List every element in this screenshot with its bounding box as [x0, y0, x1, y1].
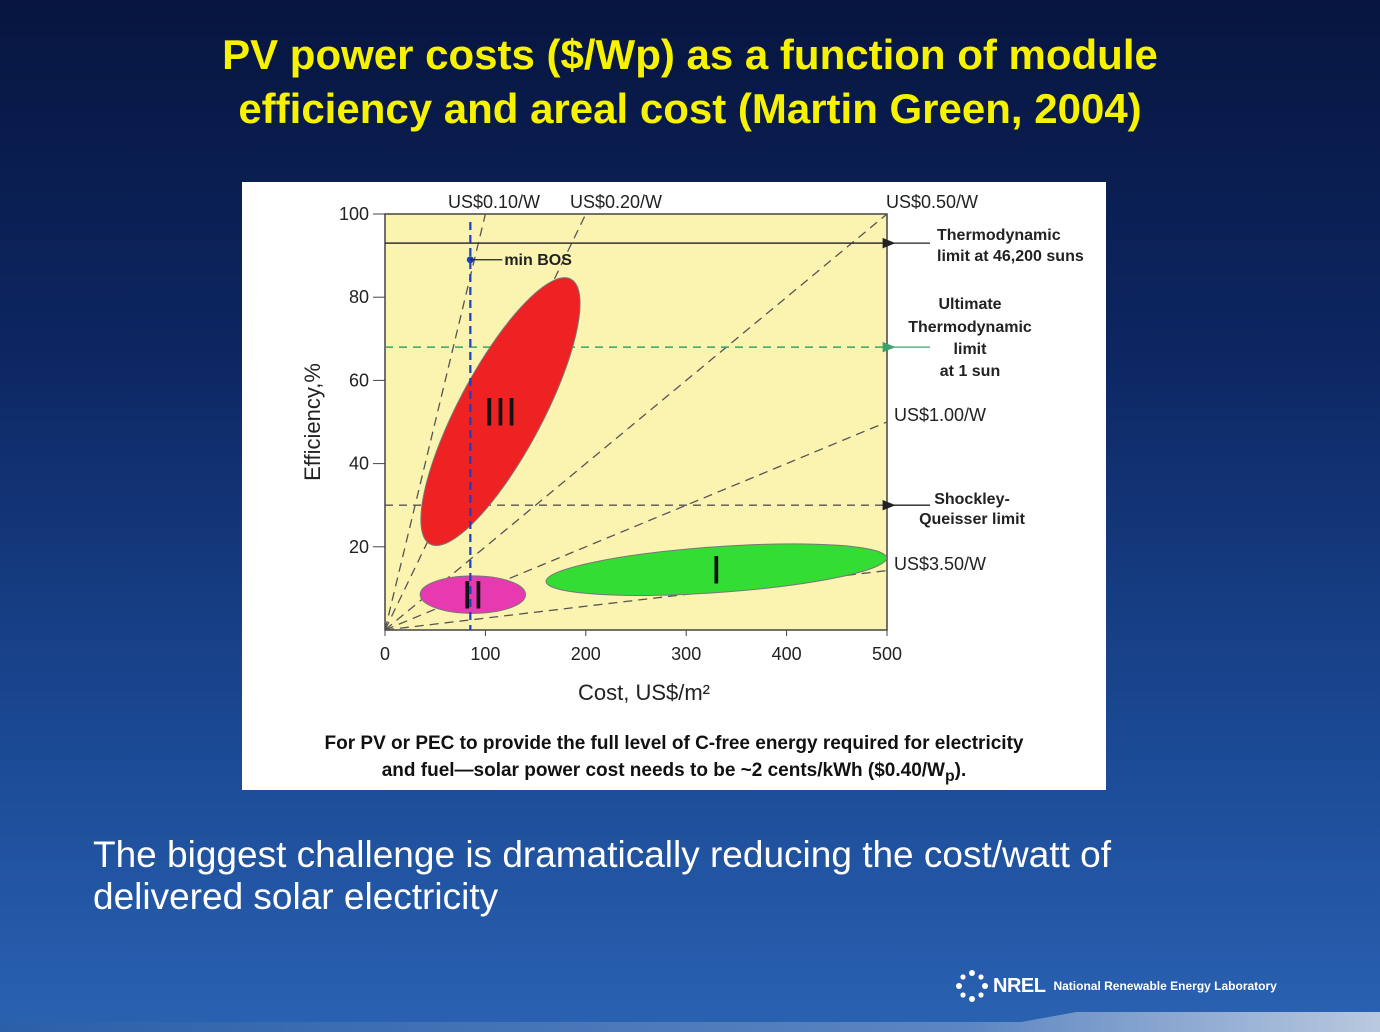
y-axis-label: Efficiency,%: [300, 363, 325, 481]
caption-line-2: and fuel—solar power cost needs to be ~2…: [242, 757, 1106, 790]
figure-caption: For PV or PEC to provide the full level …: [242, 730, 1106, 790]
limit-label-2: limit: [954, 341, 988, 358]
cost-line-050: [385, 214, 887, 630]
cost-line-label: US$0.50/W: [886, 192, 978, 212]
title-line-2: efficiency and areal cost (Martin Green,…: [238, 85, 1142, 132]
cost-line-label: US$0.20/W: [570, 192, 662, 212]
figure-panel: I II III min BOS 0 100 200 300 400 500 20 40 60 80 1…: [242, 182, 1106, 790]
cost-line-label: US$3.50/W: [894, 554, 986, 574]
limit-label-2: at 1 sun: [940, 363, 1000, 380]
x-tick-label: 300: [671, 644, 701, 664]
x-tick-label: 200: [571, 644, 601, 664]
body-line-1: The biggest challenge is dramatically re…: [93, 834, 1112, 875]
y-tick-label: 40: [349, 454, 369, 474]
x-axis-label: Cost, US$/m²: [578, 680, 710, 705]
region-iii-ellipse: [420, 277, 581, 547]
region-ii-label: II: [462, 574, 484, 618]
y-tick-label: 20: [349, 537, 369, 557]
nrel-logo: NREL National Renewable Energy Laborator…: [955, 968, 1277, 1004]
cost-line-label: US$1.00/W: [894, 405, 986, 425]
cost-line-label: US$0.10/W: [448, 192, 540, 212]
x-tick-label: 0: [380, 644, 390, 664]
limit-label-2: Ultimate: [938, 296, 1001, 313]
y-tick-label: 100: [339, 204, 369, 224]
nrel-org-name: National Renewable Energy Laboratory: [1053, 979, 1277, 993]
region-iii-label: III: [484, 391, 517, 435]
caption-subscript: p: [945, 767, 955, 785]
limit-label-2: Thermodynamic: [908, 319, 1032, 336]
title-line-1: PV power costs ($/Wp) as a function of m…: [222, 31, 1158, 78]
region-i-label: I: [711, 549, 722, 593]
x-tick-label: 100: [470, 644, 500, 664]
slide-body-text: The biggest challenge is dramatically re…: [93, 834, 1243, 918]
limit-label-1: limit at 46,200 suns: [937, 248, 1084, 265]
slide-title: PV power costs ($/Wp) as a function of m…: [100, 28, 1280, 136]
region-i-ellipse: [545, 543, 887, 596]
caption-end: ).: [954, 760, 967, 781]
footer-stripe: [0, 1012, 1380, 1032]
cost-line-010: [385, 214, 487, 630]
caption-line-1: For PV or PEC to provide the full level …: [324, 733, 1024, 754]
y-tick-label: 80: [349, 287, 369, 307]
nrel-sun-icon: [956, 970, 988, 1002]
x-tick-label: 500: [872, 644, 902, 664]
caption-line-2-text: and fuel—solar power cost needs to be ~2…: [381, 760, 945, 781]
body-line-2: delivered solar electricity: [93, 876, 499, 917]
limit-label-3: Shockley-: [934, 491, 1010, 508]
y-tick-label: 60: [349, 370, 369, 390]
min-bos-label: min BOS: [504, 252, 572, 269]
region-ii-ellipse: [419, 575, 527, 614]
limit-label-3: Queisser limit: [919, 511, 1025, 528]
nrel-mark: NREL: [993, 974, 1046, 997]
cost-line-020: [385, 214, 587, 630]
x-tick-label: 400: [772, 644, 802, 664]
limit-label-1: Thermodynamic: [937, 227, 1061, 244]
